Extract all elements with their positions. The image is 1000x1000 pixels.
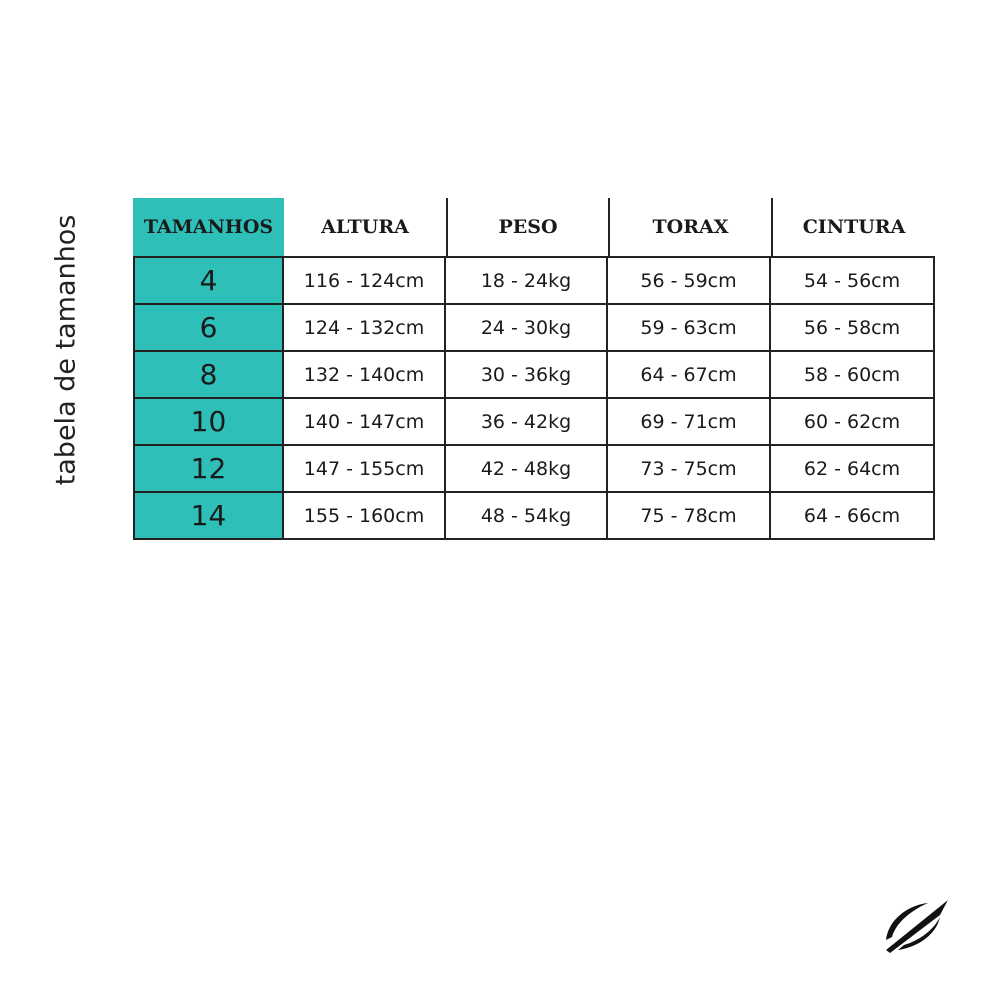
cell-size: 4: [133, 258, 284, 303]
header-row: TAMANHOS ALTURA PESO TORAX CINTURA: [133, 198, 935, 258]
cell-peso: 36 - 42kg: [446, 399, 608, 444]
size-table: TAMANHOS ALTURA PESO TORAX CINTURA 4 116 …: [133, 198, 935, 540]
header-tamanhos: TAMANHOS: [133, 198, 284, 256]
cell-peso: 18 - 24kg: [446, 258, 608, 303]
cell-altura: 155 - 160cm: [284, 493, 446, 538]
table-row: 14 155 - 160cm 48 - 54kg 75 - 78cm 64 - 66cm: [133, 493, 935, 540]
cell-torax: 64 - 67cm: [608, 352, 771, 397]
cell-peso: 24 - 30kg: [446, 305, 608, 350]
cell-cintura: 62 - 64cm: [771, 446, 935, 491]
cell-peso: 48 - 54kg: [446, 493, 608, 538]
cell-altura: 116 - 124cm: [284, 258, 446, 303]
cell-altura: 140 - 147cm: [284, 399, 446, 444]
side-title: tabela de tamanhos: [50, 214, 82, 486]
cell-cintura: 54 - 56cm: [771, 258, 935, 303]
brand-logo-icon: [886, 900, 948, 953]
cell-peso: 30 - 36kg: [446, 352, 608, 397]
cell-cintura: 56 - 58cm: [771, 305, 935, 350]
table-row: 8 132 - 140cm 30 - 36kg 64 - 67cm 58 - 60cm: [133, 352, 935, 399]
header-cintura: CINTURA: [771, 198, 935, 256]
header-torax: TORAX: [608, 198, 771, 256]
cell-size: 14: [133, 493, 284, 538]
table-row: 6 124 - 132cm 24 - 30kg 59 - 63cm 56 - 58cm: [133, 305, 935, 352]
cell-size: 6: [133, 305, 284, 350]
header-altura: ALTURA: [321, 216, 409, 238]
cell-cintura: 58 - 60cm: [771, 352, 935, 397]
cell-peso: 42 - 48kg: [446, 446, 608, 491]
table-row: 4 116 - 124cm 18 - 24kg 56 - 59cm 54 - 56cm: [133, 258, 935, 305]
cell-torax: 69 - 71cm: [608, 399, 771, 444]
cell-torax: 73 - 75cm: [608, 446, 771, 491]
cell-torax: 56 - 59cm: [608, 258, 771, 303]
table-row: 12 147 - 155cm 42 - 48kg 73 - 75cm 62 - 64cm: [133, 446, 935, 493]
cell-size: 10: [133, 399, 284, 444]
cell-cintura: 60 - 62cm: [771, 399, 935, 444]
cell-altura: 124 - 132cm: [284, 305, 446, 350]
header-peso: PESO: [446, 198, 608, 256]
cell-size: 12: [133, 446, 284, 491]
cell-torax: 75 - 78cm: [608, 493, 771, 538]
table-row: 10 140 - 147cm 36 - 42kg 69 - 71cm 60 - 62cm: [133, 399, 935, 446]
cell-altura: 147 - 155cm: [284, 446, 446, 491]
cell-altura: 132 - 140cm: [284, 352, 446, 397]
cell-cintura: 64 - 66cm: [771, 493, 935, 538]
cell-torax: 59 - 63cm: [608, 305, 771, 350]
cell-size: 8: [133, 352, 284, 397]
